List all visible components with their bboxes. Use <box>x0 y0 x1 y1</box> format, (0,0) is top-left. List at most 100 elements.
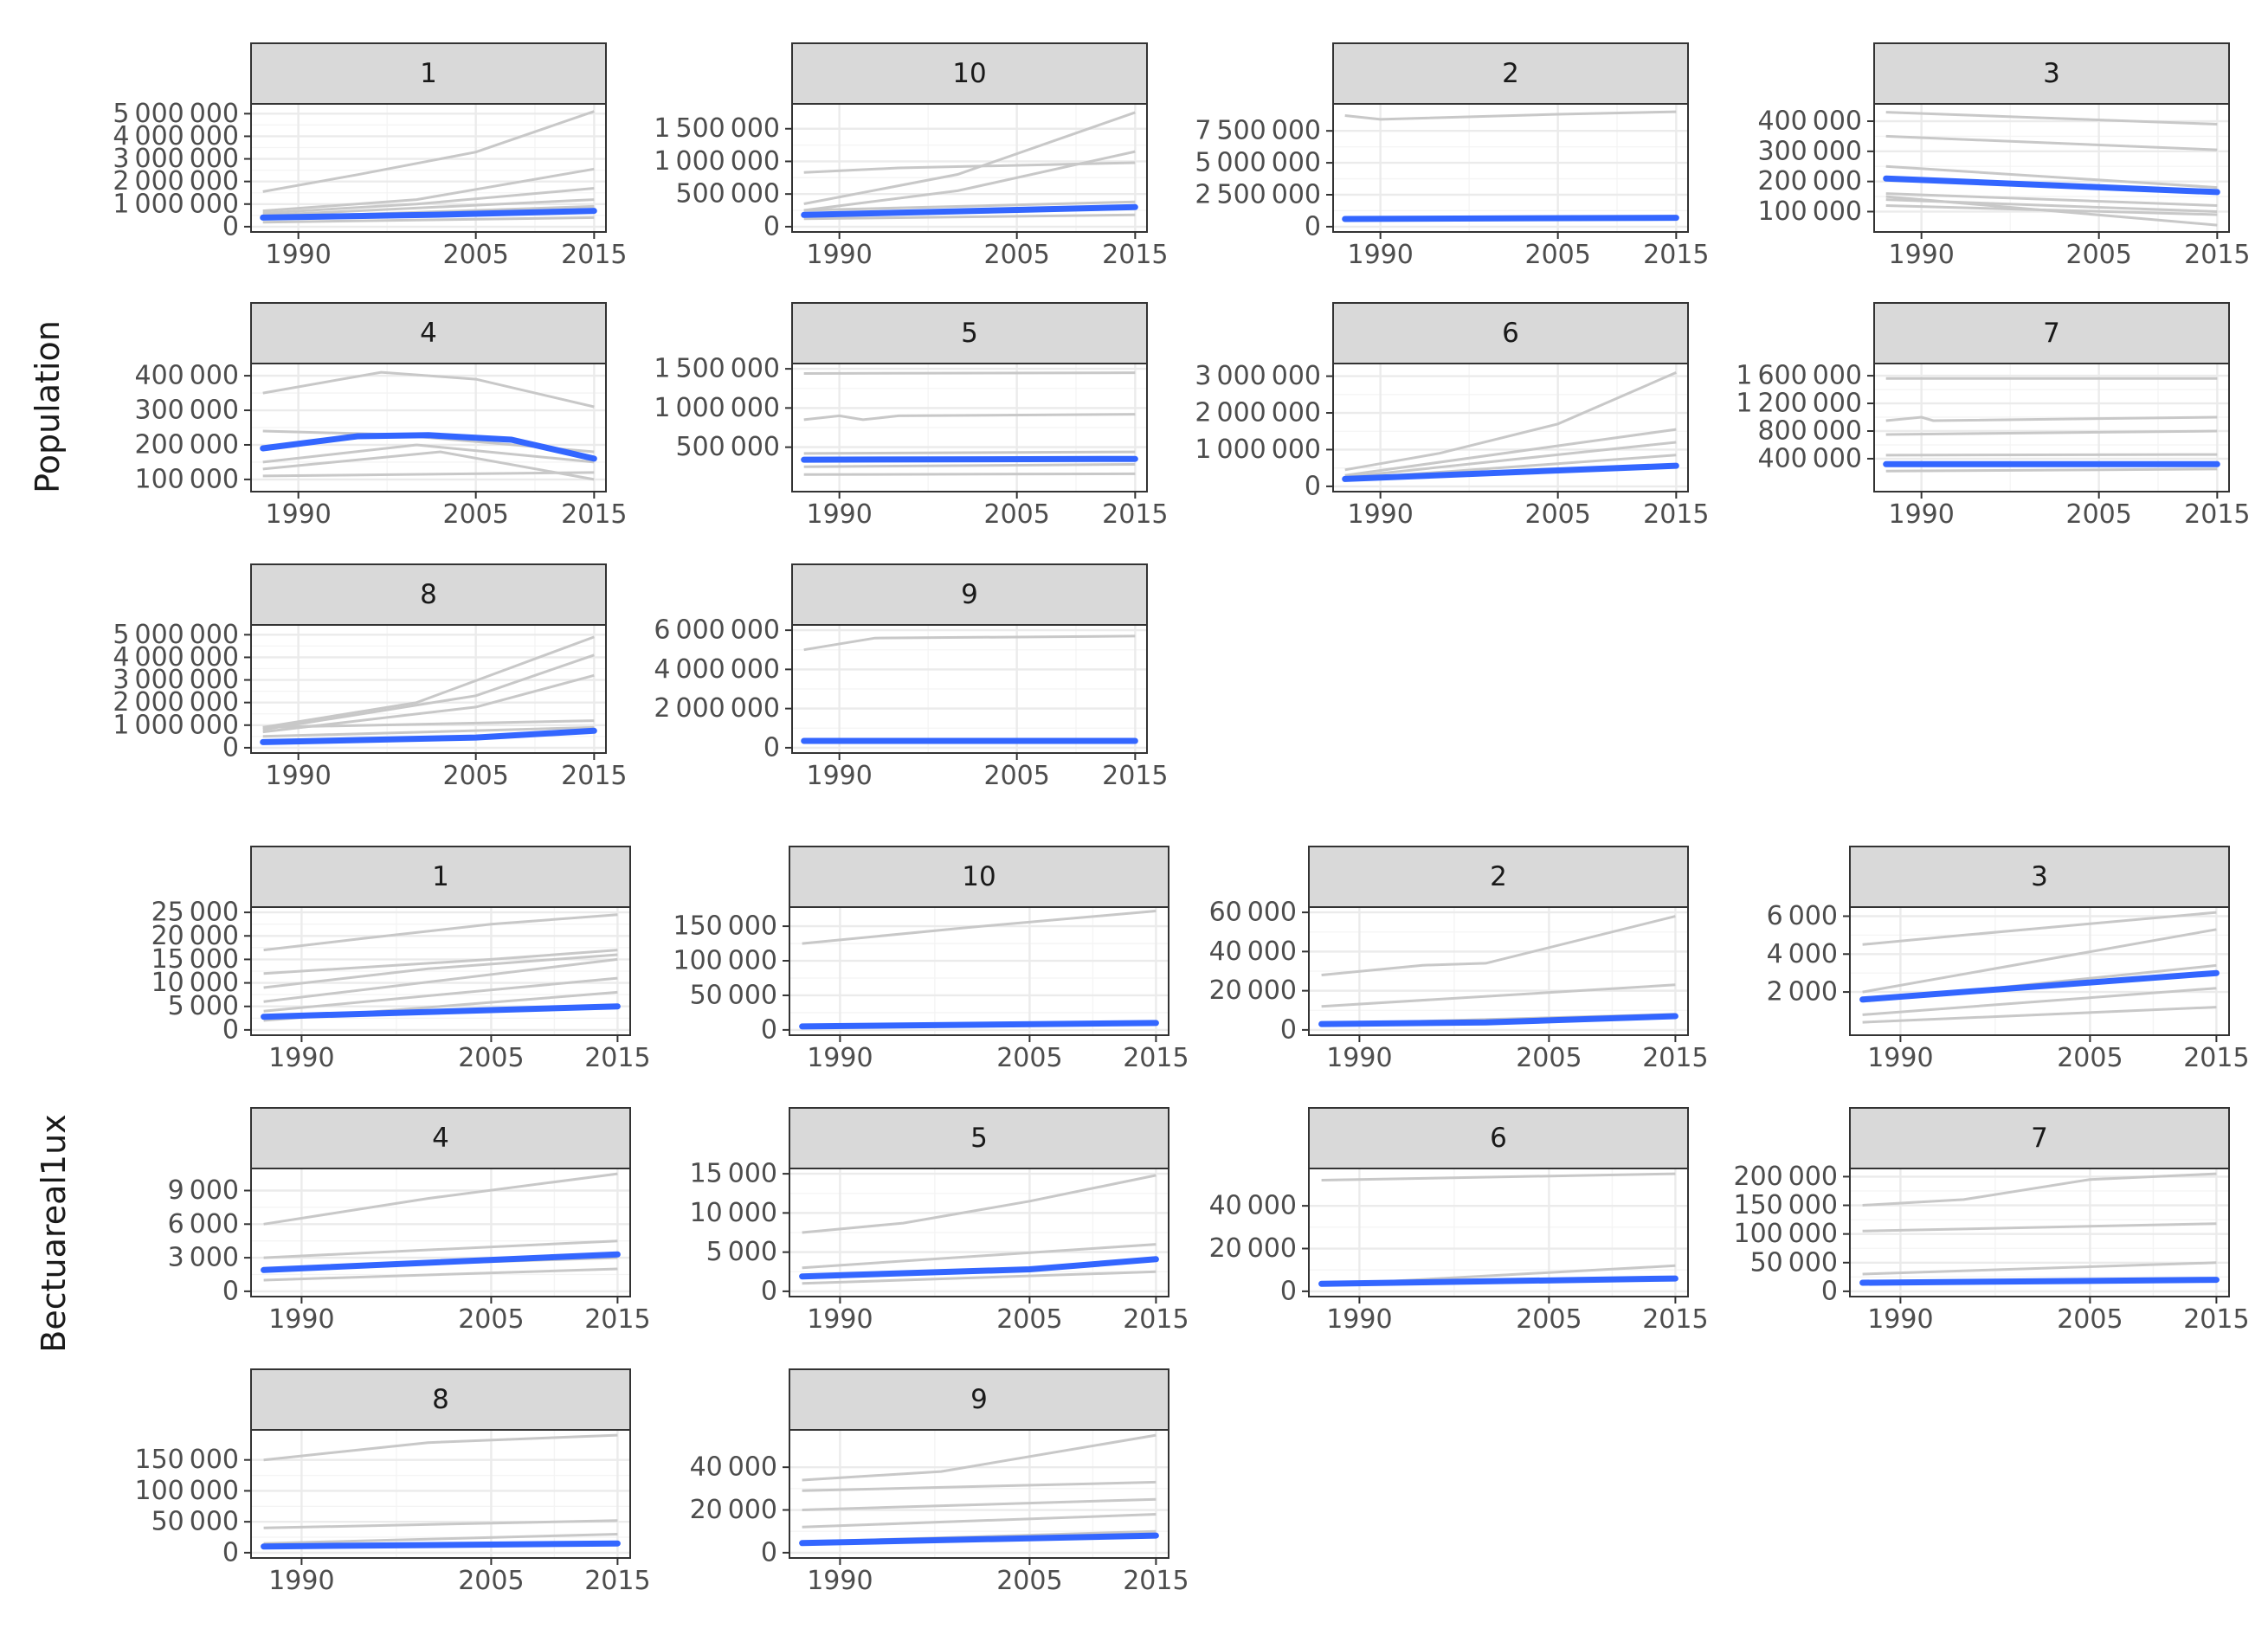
facet-strip-label: 3 <box>2031 861 2048 892</box>
series-line <box>263 957 618 1003</box>
y-tick-label: 0 <box>222 732 239 763</box>
x-tick-label: 2015 <box>561 761 627 791</box>
series-line <box>802 1480 1157 1492</box>
facet-panel-9: 9 1990 2005 2015 0 20 000 40 000 <box>690 1368 1189 1596</box>
facet-panel-9: 9 1990 2005 2015 0 2 000 000 4 000 000 6 000 00… <box>654 563 1169 791</box>
series-line <box>262 187 595 215</box>
y-tick-label: 3 000 000 <box>113 144 239 174</box>
facet-strip-label: 5 <box>961 318 978 349</box>
x-tick-label: 1990 <box>1867 1304 1933 1335</box>
panel-border <box>789 906 1169 1036</box>
x-tick-label: 1990 <box>268 1043 334 1073</box>
x-tick-label: 2005 <box>1516 1304 1582 1335</box>
y-tick-label: 100 000 <box>1733 1219 1838 1249</box>
x-tick-label: 2005 <box>442 499 508 530</box>
panel-background <box>250 1168 631 1297</box>
y-tick-label: 20 000 <box>690 1495 777 1525</box>
y-tick-label: 1 200 000 <box>1736 389 1862 419</box>
x-tick-label: 2005 <box>2065 240 2131 270</box>
y-tick-label: 9 000 <box>168 1175 239 1206</box>
y-tick-label: 1 000 000 <box>1195 435 1321 465</box>
trend-line <box>260 432 597 462</box>
series-line <box>263 913 618 952</box>
y-tick-label: 6 000 <box>168 1209 239 1239</box>
y-tick-label: 100 000 <box>134 464 239 494</box>
facet-strip-label: 8 <box>420 579 437 610</box>
y-tick-label: 5 000 000 <box>113 99 239 129</box>
panel-background <box>1332 103 1689 233</box>
x-tick-label: 2005 <box>2057 1304 2123 1335</box>
x-tick-label: 1990 <box>806 761 872 791</box>
series-line <box>262 725 595 738</box>
y-tick-label: 150 000 <box>1733 1190 1838 1220</box>
x-tick-label: 2015 <box>1123 1043 1189 1073</box>
y-tick-label: 2 500 000 <box>1195 179 1321 209</box>
x-tick-label: 1990 <box>1347 240 1413 270</box>
series-line <box>803 111 1136 205</box>
x-tick-label: 2005 <box>996 1304 1062 1335</box>
facet-strip-label: 7 <box>2031 1123 2048 1154</box>
y-tick-label: 50 000 <box>151 1507 239 1537</box>
y-tick-label: 15 000 <box>690 1159 777 1189</box>
y-tick-label: 0 <box>761 1537 777 1568</box>
trend-line <box>1318 1275 1678 1287</box>
facet-panel-5: 5 1990 2005 2015 500 000 1 000 000 1 500 000 <box>654 302 1169 530</box>
y-tick-label: 2 000 <box>1767 977 1838 1007</box>
x-tick-label: 2015 <box>2183 1043 2249 1073</box>
y-tick-label: 20 000 <box>1209 1233 1297 1264</box>
x-tick-label: 2015 <box>561 240 627 270</box>
x-tick-label: 2015 <box>2184 499 2250 530</box>
series-line <box>1885 192 2218 207</box>
trend-line <box>1859 969 2220 1003</box>
x-tick-label: 2015 <box>1102 499 1168 530</box>
x-tick-label: 1990 <box>807 1566 873 1596</box>
series-line <box>1862 1222 2217 1233</box>
trend-line <box>799 1020 1159 1030</box>
series-line <box>1885 195 2218 227</box>
series-line <box>1862 1261 2217 1276</box>
x-tick-label: 2005 <box>2057 1043 2123 1073</box>
y-tick-label: 2 000 000 <box>1195 398 1321 428</box>
y-tick-label: 5 000 <box>168 991 239 1021</box>
panel-border <box>789 1168 1169 1297</box>
series-line <box>262 471 595 478</box>
series-line <box>802 910 1157 945</box>
x-tick-label: 2005 <box>1524 499 1590 530</box>
facet-strip-label: 4 <box>432 1123 449 1154</box>
trend-line <box>799 1532 1159 1547</box>
series-line <box>803 463 1136 468</box>
panel-border <box>250 1429 631 1559</box>
y-tick-label: 6 000 <box>1767 901 1838 931</box>
y-tick-label: 6 000 000 <box>654 615 780 646</box>
series-line <box>262 719 595 729</box>
panel-border <box>791 103 1148 233</box>
y-tick-label: 500 000 <box>675 432 780 462</box>
y-tick-label: 7 500 000 <box>1195 116 1321 146</box>
x-tick-label: 2015 <box>584 1304 650 1335</box>
y-tick-label: 3 000 <box>168 1243 239 1273</box>
trend-line <box>1318 1013 1678 1027</box>
y-tick-label: 0 <box>764 732 780 763</box>
x-tick-label: 1990 <box>1867 1043 1933 1073</box>
y-tick-label: 40 000 <box>1209 1191 1297 1221</box>
y-tick-label: 5 000 000 <box>1195 148 1321 178</box>
y-tick-label: 5 000 000 <box>113 620 239 650</box>
x-tick-label: 1990 <box>807 1043 873 1073</box>
trend-line <box>261 1540 621 1550</box>
y-tick-label: 40 000 <box>690 1452 777 1483</box>
y-tick-label: 200 000 <box>1757 166 1862 196</box>
x-tick-label: 1990 <box>807 1304 873 1335</box>
series-line <box>1862 911 2217 946</box>
y-tick-label: 200 000 <box>1733 1162 1838 1192</box>
y-tick-label: 0 <box>764 211 780 241</box>
series-line <box>1885 453 2218 457</box>
y-tick-label: 0 <box>222 1537 239 1568</box>
series-line <box>803 413 1136 422</box>
y-tick-label: 1 000 000 <box>654 393 780 423</box>
x-tick-label: 2005 <box>983 240 1049 270</box>
series-line <box>803 213 1136 221</box>
